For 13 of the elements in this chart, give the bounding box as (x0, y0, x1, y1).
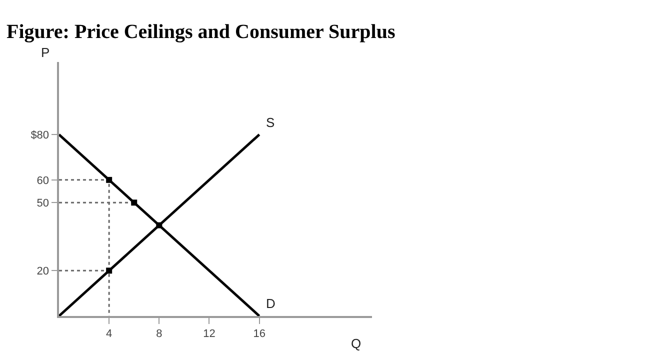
x-tick-label: 16 (253, 328, 266, 340)
chart-title: Figure: Price Ceilings and Consumer Surplus (6, 21, 396, 43)
x-axis-title: Q (351, 336, 362, 351)
y-tick-label: 20 (36, 265, 50, 278)
y-tick-label: 50 (36, 197, 50, 210)
x-tick-label: 8 (156, 328, 162, 340)
annotation: D (266, 296, 276, 311)
x-tick-label: 4 (106, 328, 112, 340)
y-tick-label: 60 (36, 174, 50, 187)
y-tick-label: $80 (30, 129, 50, 142)
annotation: S (266, 115, 275, 130)
y-axis-title: P (41, 45, 50, 60)
x-tick-label: 12 (203, 328, 216, 340)
